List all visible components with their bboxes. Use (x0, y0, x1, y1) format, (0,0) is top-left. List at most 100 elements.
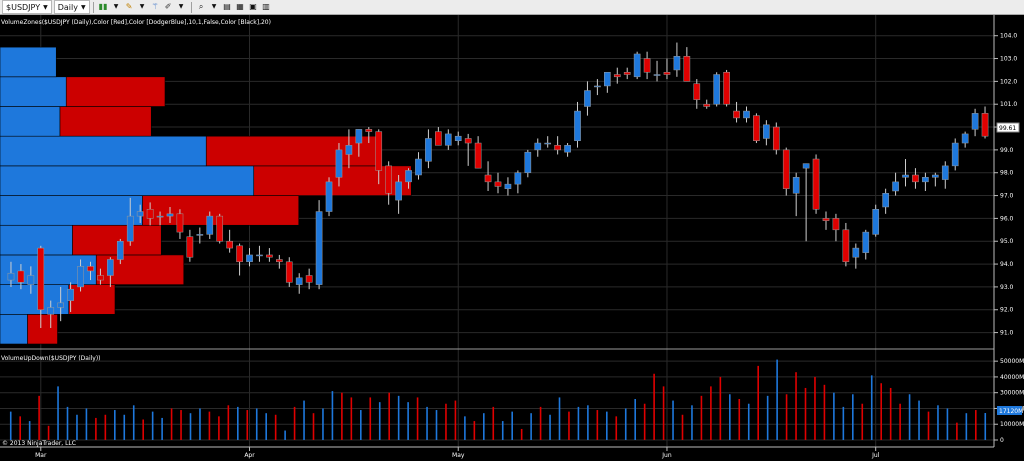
volume-bar-down (95, 417, 97, 440)
volume-tick-label: 0 (1000, 437, 1004, 444)
chevron-down-icon[interactable]: ▼ (178, 3, 184, 10)
volume-bar-down (615, 416, 618, 440)
volume-bar-down (795, 372, 797, 440)
volume-bar-up (161, 417, 163, 440)
volume-bar-up (151, 411, 154, 440)
candle-up (47, 307, 55, 315)
last-volume-marker: 17120M (997, 406, 1023, 415)
volume-bar-up (426, 406, 428, 440)
candle-down (733, 110, 740, 119)
candle-up (743, 110, 750, 119)
month-label: Jul (871, 452, 880, 459)
candle-up (524, 151, 532, 173)
candle-up (256, 254, 263, 257)
volume-zone-down (68, 284, 116, 315)
candle-down (385, 165, 392, 194)
grid-icon[interactable]: ▥ (262, 2, 270, 11)
volume-bar-down (274, 414, 277, 440)
candle-up (902, 174, 909, 178)
price-tick-label: 94.0 (1000, 261, 1014, 268)
chevron-down-icon: ▼ (43, 3, 48, 11)
interval-selector[interactable]: Daily ▼ (53, 0, 90, 14)
price-tick-label: 102.0 (1000, 78, 1017, 85)
candle-up (584, 90, 591, 107)
volume-bar-down (246, 410, 249, 440)
volume-bar-up (918, 400, 920, 440)
month-label: Apr (244, 452, 255, 459)
candle-up (415, 158, 422, 176)
bar-chart-icon[interactable]: ▮▮ (98, 2, 108, 11)
volume-bar-up (189, 413, 192, 440)
month-label: Mar (35, 452, 47, 459)
price-tick-label: 96.0 (1000, 215, 1014, 222)
last-price-marker: 99.61 (996, 122, 1020, 133)
volume-tick-label: 40000M (1000, 374, 1024, 381)
volume-bar-up (965, 413, 968, 440)
candle-down (663, 71, 671, 75)
price-tick-label: 95.0 (1000, 238, 1014, 245)
volume-bar-up (435, 410, 438, 440)
volume-bar-down (927, 411, 930, 440)
magnifier-icon[interactable]: ⌕ (198, 2, 204, 11)
volume-zone-down (59, 106, 152, 137)
volume-bar-down (104, 414, 107, 440)
volume-bar-up (672, 400, 674, 440)
candle-down (703, 103, 711, 107)
instrument-selector[interactable]: $USDJPY ▼ (2, 0, 52, 14)
volume-bars (9, 359, 987, 440)
properties-icon[interactable]: ▦ (236, 2, 244, 11)
volume-bar-up (303, 400, 305, 440)
volume-bar-down (350, 397, 353, 440)
volume-panel-label: VolumeUpDown($USDJPY (Daily)) (1, 355, 101, 362)
candle-down (832, 218, 840, 231)
volume-bar-up (530, 413, 532, 440)
volume-zone-down (253, 165, 412, 196)
volume-bar-down (445, 403, 447, 440)
candle-down (375, 131, 383, 171)
volume-bar-down (170, 408, 173, 440)
volume-bar-down (710, 386, 712, 440)
volume-bar-down (814, 376, 816, 440)
candle-down (276, 259, 283, 263)
volume-bar-down (785, 394, 788, 440)
pencil-icon[interactable]: ✎ (125, 2, 133, 11)
volume-zone-up (0, 314, 28, 345)
candle-down (772, 126, 780, 151)
volume-bar-down (227, 405, 230, 440)
candle-down (464, 138, 472, 144)
candle-up (574, 110, 581, 142)
volume-bar-up (624, 408, 627, 440)
price-chart[interactable]: 91.092.093.094.095.096.097.098.099.0100.… (0, 15, 1024, 461)
template-icon[interactable]: ▤ (223, 2, 231, 11)
volume-bar-up (587, 405, 589, 440)
candle-up (27, 275, 35, 285)
chevron-down-icon[interactable]: ▼ (211, 3, 217, 10)
volume-bar-down (596, 410, 599, 440)
candle-down (822, 218, 830, 221)
candle-up (355, 129, 363, 144)
candle-down (176, 213, 184, 233)
candle-up (673, 56, 681, 71)
price-tick-label: 93.0 (1000, 284, 1014, 291)
candle-up (67, 288, 74, 301)
volume-bar-down (899, 403, 901, 440)
chevron-down-icon[interactable]: ▼ (139, 3, 145, 10)
volume-bar-up (776, 359, 778, 440)
candle-down (643, 58, 651, 73)
volume-bar-down (492, 406, 495, 440)
candle-up (872, 209, 880, 235)
volume-bar-down (975, 410, 977, 440)
toolbar-divider (92, 1, 94, 13)
volume-bar-down (700, 395, 703, 440)
chevron-down-icon[interactable]: ▼ (113, 3, 119, 10)
layout-icon[interactable]: ▣ (249, 2, 257, 11)
candle-up (971, 113, 979, 130)
volume-bar-up (132, 405, 135, 440)
price-tick-label: 92.0 (1000, 307, 1014, 314)
candle-up (295, 277, 303, 285)
candle-down (186, 236, 194, 258)
wand-icon[interactable]: ⚚ (151, 2, 159, 11)
draw-icon[interactable]: ✐ (164, 2, 172, 11)
volume-bar-down (889, 387, 892, 440)
candle-up (951, 142, 959, 167)
